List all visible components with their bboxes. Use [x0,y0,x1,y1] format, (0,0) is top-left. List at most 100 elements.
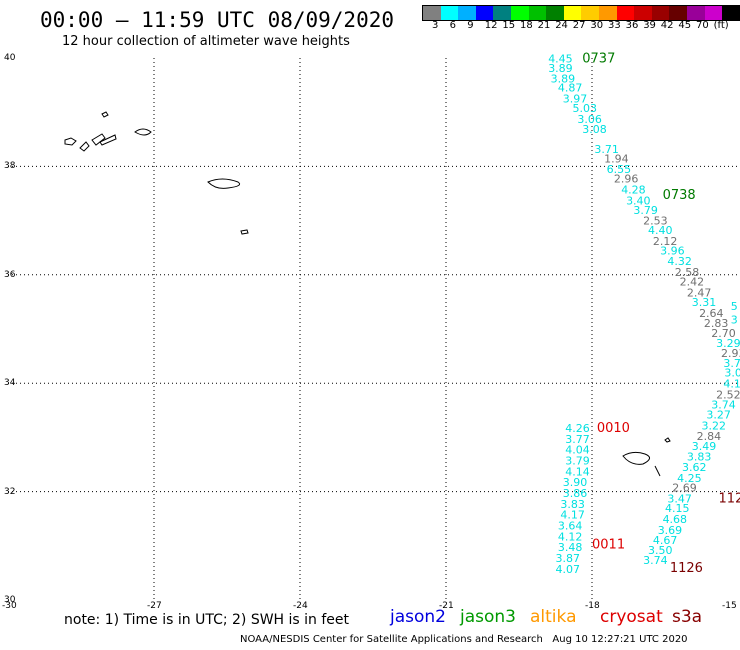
lon-tick-label: -30 [2,601,17,611]
wave-height-label: 4.12 [558,530,583,543]
colorbar-label: 27 [572,20,586,31]
page-subtitle: 12 hour collection of altimeter wave hei… [62,34,350,49]
wave-height-label: 3.77 [565,433,590,446]
wave-height-label: 2.64 [699,307,724,320]
wave-height-label: 2.47 [687,286,712,299]
wave-height-label: 4.67 [653,534,678,547]
wave-height-tracks: 4.453.893.894.873.975.033.063.083.711.94… [548,52,740,576]
island-outline [99,134,117,146]
wave-height-label: 3.89 [551,72,576,85]
wave-height-label: 2.96 [614,173,639,186]
colorbar-label: 3 [432,20,439,31]
wave-height-label: 5.03 [573,102,598,115]
wave-height-colorbar [422,5,740,21]
colorbar-swatch [528,6,547,20]
pass-time-label: 1126 [670,561,703,576]
pass-time-label: 0011 [592,538,625,553]
wave-height-label: 5 [731,300,738,313]
colorbar-label: (ft) [713,20,729,31]
lat-tick-label: 38 [4,161,16,172]
wave-height-label: 3.71 [594,143,619,156]
colorbar-swatch [423,6,441,20]
wave-height-label: 3.64 [558,520,583,533]
wave-height-label: 4.45 [548,52,573,65]
wave-height-label: 3.69 [658,524,683,537]
island-outline [654,465,661,477]
wave-height-label: 3.40 [626,194,651,207]
wave-height-label: 3.0 [724,367,740,380]
wave-height-label: 3.83 [687,451,712,464]
wave-height-label: 3.27 [706,408,731,421]
colorbar-swatch [669,6,687,20]
wave-height-label: 4.26 [565,422,590,435]
wave-height-label: 1.94 [604,153,629,166]
lon-tick-label: -21 [439,601,454,611]
wave-height-label: 3.49 [692,440,717,453]
satellite-s3a: s3a [672,607,703,627]
colorbar-label: 21 [537,20,551,31]
wave-height-label: 3.74 [711,399,736,412]
wave-height-label: 2.12 [653,235,678,248]
island-outline [664,437,671,443]
wave-height-label: 3.06 [577,113,602,126]
wave-height-label: 4.28 [621,184,646,197]
wave-height-label: 3 [731,314,738,327]
wave-height-label: 3.74 [643,554,668,567]
credit-line: NOAA/NESDIS Center for Satellite Applica… [240,634,688,645]
islands [64,111,671,477]
colorbar-label: 36 [625,20,639,31]
wave-height-label: 4.25 [677,472,702,485]
colorbar-swatch [440,6,459,20]
colorbar-swatch [634,6,652,20]
colorbar-label: 12 [484,20,498,31]
wave-height-label: 3.29 [716,337,740,350]
colorbar-label: 6 [449,20,456,31]
colorbar-label: 42 [660,20,674,31]
page-title: 00:00 – 11:59 UTC 08/09/2020 [40,8,395,32]
lon-tick-label: -18 [585,601,600,611]
wave-height-label: 3.89 [548,62,573,75]
satellite-jason2: jason2 [390,607,446,627]
satellite-cryosat: cryosat [600,607,663,627]
colorbar-label: 18 [520,20,533,31]
wave-height-label: 2.42 [680,276,705,289]
colorbar-swatch [704,6,723,20]
wave-height-label: 3.31 [692,296,717,309]
lat-tick-label: 36 [4,269,16,280]
wave-height-label: 3.86 [563,487,588,500]
satellite-altika: altika [530,607,577,627]
island-outline [101,111,109,118]
colorbar-swatch [475,6,494,20]
wave-height-label: 4.1 [723,378,740,391]
lat-tick-label: 30 [4,595,16,605]
island-outline [91,133,106,146]
pass-time-label: 0738 [663,188,696,203]
wave-height-label: 4.17 [560,509,585,522]
colorbar-label: 39 [643,20,656,31]
wave-height-label: 6.55 [607,163,632,176]
island-outline [134,128,152,136]
island-outline [622,451,650,465]
wave-height-label: 4.14 [565,465,590,478]
lat-tick-label: 40 [4,53,16,63]
colorbar-label: 30 [590,20,604,31]
lon-tick-label: -27 [147,601,162,611]
colorbar-label: 9 [467,20,474,31]
wave-height-label: 3.48 [558,541,583,554]
wave-height-label: 4.04 [565,444,590,457]
colorbar-label: 24 [555,20,568,31]
colorbar-label: 70 [696,20,709,31]
wave-height-label: 2.84 [697,430,722,443]
wave-height-label: 3.97 [563,92,588,105]
colorbar-swatch [581,6,599,20]
colorbar-swatch [510,6,529,20]
wave-height-label: 2.70 [711,327,736,340]
wave-height-label: 2.93 [721,347,740,360]
wave-height-label: 3.79 [633,204,658,217]
wave-height-label: 3.50 [648,544,673,557]
time-labels: 0737 0738 0010 0011 112 1126 [582,51,740,575]
satellite-jason3: jason3 [460,607,516,627]
wave-height-label: 2.69 [672,482,697,495]
colorbar-swatch [722,6,740,20]
